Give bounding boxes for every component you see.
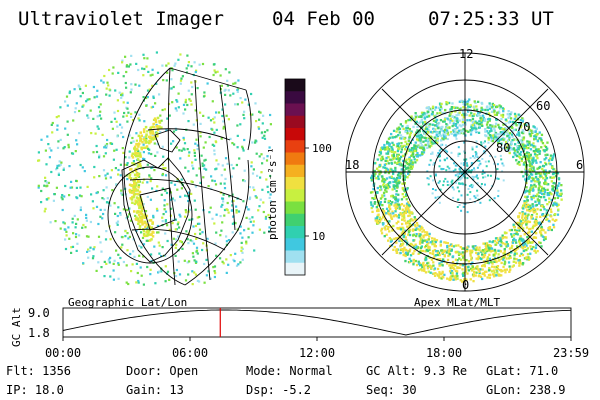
gc-alt-value: GC Alt: 9.3 Re	[366, 364, 468, 378]
timeline-ytick-low: 1.8	[28, 326, 50, 340]
gain-value: Gain: 13	[126, 383, 184, 397]
mlt-label-18: 18	[345, 158, 359, 172]
colorbar-tick-10: 10	[312, 230, 325, 243]
colorbar: 100 10 photon cm⁻²s⁻¹	[266, 78, 332, 276]
altitude-curve	[62, 309, 572, 336]
timeline-ticks: 00:00 06:00 12:00 18:00 23:59	[45, 337, 589, 360]
geographic-grid	[107, 67, 252, 286]
glat-value: GLat: 71.0	[486, 364, 559, 378]
colorbar-unit-label: photon cm⁻²s⁻¹	[266, 147, 279, 240]
apex-polar-plot: 12 18 6 0 60 70 80	[345, 48, 585, 292]
colorbar-gradient	[285, 79, 305, 276]
mlat-label-60: 60	[536, 99, 550, 113]
glon-value: GLon: 238.9	[486, 383, 566, 397]
timeline-xtick-label: 12:00	[299, 346, 335, 360]
polar-grid	[345, 52, 585, 292]
door-status: Door: Open	[126, 364, 199, 378]
timeline-axis-label: GC Alt	[10, 307, 23, 347]
colorbar-tick-100: 100	[312, 142, 332, 155]
dsp-value: Dsp: -5.2	[246, 383, 312, 397]
instrument-title: Ultraviolet Imager	[18, 8, 224, 30]
mlat-label-70: 70	[516, 120, 530, 134]
apex-panel-label: Apex MLat/MLT	[414, 296, 501, 309]
mlt-label-12: 12	[459, 48, 473, 61]
polar-emission-dots	[369, 98, 563, 283]
sequence-value: Seq: 30	[366, 383, 417, 397]
geographic-panel-label: Geographic Lat/Lon	[68, 296, 188, 309]
altitude-timeline: GC Alt 9.0 1.8 00:00 06:00 12:00 18:00 23:59	[10, 306, 589, 360]
date-label: 04 Feb 00	[272, 8, 375, 30]
geographic-image-panel	[37, 51, 273, 286]
mlt-label-6: 6	[576, 158, 583, 172]
timeline-xtick-label: 00:00	[45, 346, 81, 360]
ip-value: IP: 18.0	[6, 383, 64, 397]
timeline-frame	[62, 307, 572, 338]
timeline-xtick-label: 18:00	[426, 346, 462, 360]
geographic-emission-dots	[37, 51, 273, 286]
mlat-label-80: 80	[496, 141, 510, 155]
mlt-label-0: 0	[462, 278, 469, 292]
mode-value: Mode: Normal	[246, 364, 333, 378]
flight-number: Flt: 1356	[6, 364, 72, 378]
timeline-ytick-high: 9.0	[28, 306, 50, 320]
timeline-xtick-label: 23:59	[553, 346, 589, 360]
time-label: 07:25:33 UT	[428, 8, 554, 30]
colorbar-frame	[284, 78, 306, 276]
timeline-xtick-label: 06:00	[172, 346, 208, 360]
